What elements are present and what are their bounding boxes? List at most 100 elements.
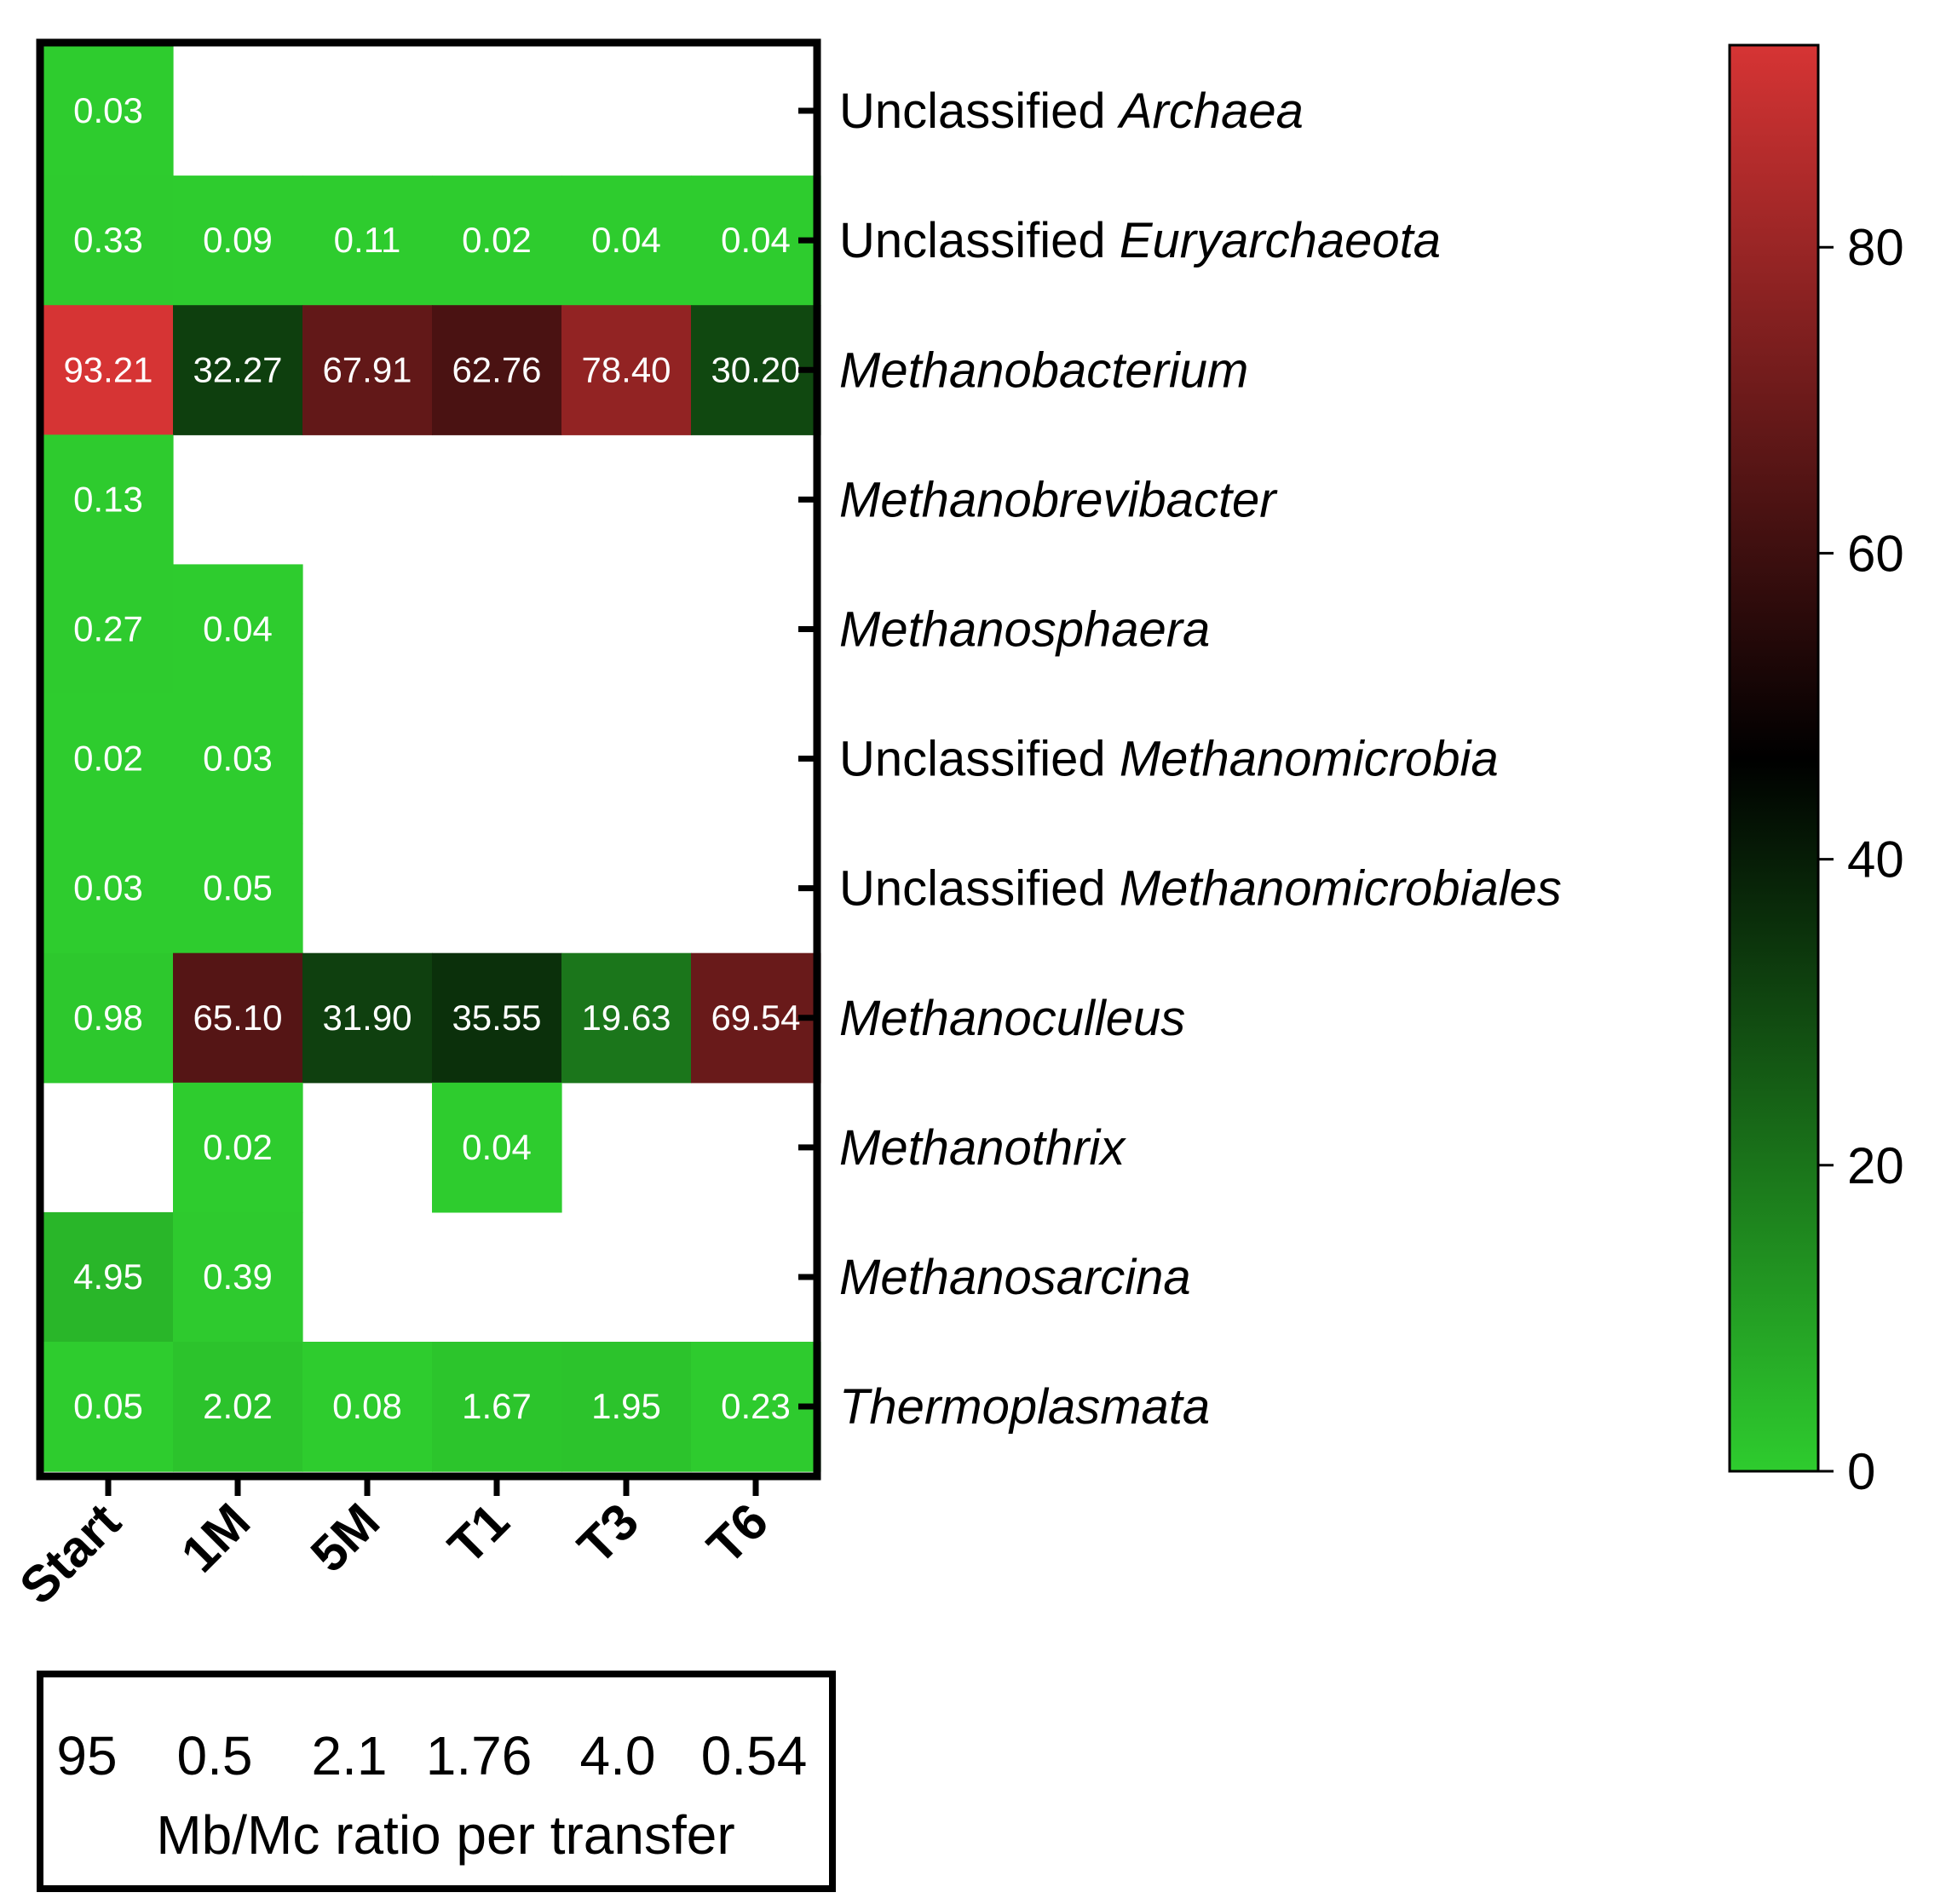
- heatmap-cell: [561, 1342, 692, 1472]
- heatmap-cell: [302, 175, 433, 306]
- cell-value-label: 93.21: [63, 349, 153, 389]
- row-label-taxon: Methanobrevibacter: [839, 472, 1278, 527]
- ratio-value: 2.1: [312, 1725, 388, 1786]
- row-label: Methanosarcina: [839, 1250, 1191, 1305]
- cell-value-label: 0.08: [332, 1386, 402, 1426]
- cell-value-label: 31.90: [322, 998, 412, 1038]
- heatmap-cell: [173, 952, 303, 1084]
- heatmap-cell: [173, 564, 303, 695]
- heatmap-cell: [561, 952, 692, 1084]
- heatmap-cell: [43, 952, 174, 1084]
- heatmap-cell: [173, 1342, 303, 1472]
- heatmap-cell: [43, 305, 174, 435]
- colorbar: [1728, 43, 1820, 1473]
- heatmap-cell: [43, 46, 174, 176]
- colorbar-gradient: [1728, 43, 1820, 1473]
- cell-value-label: 69.54: [711, 998, 800, 1038]
- colorbar-ticks: 0 20 40 60 80: [1818, 219, 1904, 1500]
- cell-value-label: 0.11: [334, 220, 401, 260]
- row-label-taxon: Archaea: [1117, 83, 1304, 139]
- row-label: Unclassified Methanomicrobia: [839, 732, 1499, 787]
- heatmap-cell: [43, 693, 174, 825]
- cell-value-label: 0.13: [73, 479, 143, 519]
- heatmap-cell: [43, 434, 174, 565]
- heatmap-cell: [43, 564, 174, 695]
- cell-value-label: 0.23: [721, 1386, 791, 1426]
- cell-value-label: 0.02: [462, 220, 532, 260]
- cell-value-label: 30.20: [711, 349, 800, 389]
- colorbar-tick-label: 20: [1847, 1137, 1904, 1194]
- cell-value-label: 0.03: [73, 868, 143, 908]
- row-label: Unclassified Euryarchaeota: [839, 213, 1441, 268]
- row-label-plain: Unclassified: [839, 213, 1120, 268]
- column-label: T6: [696, 1493, 779, 1575]
- column-labels: Start 1M 5M T1 T3 T6: [9, 1493, 779, 1615]
- ratio-box-frame: [37, 1671, 836, 1892]
- colorbar-tick-label: 0: [1847, 1443, 1875, 1500]
- ratio-caption: Mb/Mc ratio per transfer: [156, 1804, 734, 1866]
- heatmap-cell: [432, 1342, 562, 1472]
- column-label: 1M: [170, 1493, 261, 1583]
- heatmap-cell: [173, 1082, 303, 1213]
- cell-value-label: 0.04: [203, 608, 273, 648]
- cell-value-label: 35.55: [452, 998, 541, 1038]
- ratio-value: 1.76: [426, 1725, 533, 1786]
- row-label-taxon: Methanosarcina: [839, 1250, 1191, 1305]
- heatmap-cell: [173, 693, 303, 825]
- heatmap-cell: [173, 305, 303, 435]
- cell-value-label: 0.04: [591, 220, 661, 260]
- cell-value-label: 0.09: [203, 220, 273, 260]
- ratio-value: 0.54: [701, 1725, 808, 1786]
- cell-value-label: 0.04: [721, 220, 791, 260]
- heatmap-cell: [43, 175, 174, 306]
- heatmap-frame: [36, 38, 821, 1481]
- row-label: Methanobrevibacter: [839, 472, 1278, 527]
- row-label-taxon: Methanomicrobia: [1120, 732, 1499, 787]
- column-label: T3: [567, 1493, 649, 1575]
- cell-value-label: 0.39: [203, 1257, 273, 1297]
- row-label: Methanosphaera: [839, 601, 1210, 657]
- row-label-taxon: Methanomicrobiales: [1120, 861, 1562, 917]
- row-ticks: [798, 107, 816, 1410]
- cell-value-label: 0.03: [203, 739, 273, 779]
- cell-value-label: 0.33: [73, 220, 143, 260]
- heatmap-cell: [561, 175, 692, 306]
- row-label-plain: Unclassified: [839, 83, 1120, 139]
- colorbar-tick-label: 40: [1847, 831, 1904, 889]
- cell-value-label: 1.95: [591, 1386, 661, 1426]
- heatmap-cell: [432, 952, 562, 1084]
- heatmap-cell: [43, 823, 174, 954]
- heatmap-cell: [173, 175, 303, 306]
- cell-value-label: 0.02: [73, 739, 143, 779]
- heatmap-cell: [43, 1342, 174, 1472]
- heatmap-cell: [432, 1082, 562, 1213]
- row-label-taxon: Thermoplasmata: [839, 1379, 1210, 1435]
- heatmap-cell: [173, 1211, 303, 1343]
- heatmap-cell: [561, 305, 692, 435]
- colorbar-tick-label: 80: [1847, 219, 1904, 276]
- heatmap-cells: 0.03 0.33 0.09 0.11 0.02 0.04 0.04 93.21 32.27 67…: [43, 46, 821, 1472]
- row-label-plain: Unclassified: [839, 861, 1120, 917]
- column-label: T1: [437, 1493, 520, 1575]
- cell-value-label: 0.04: [462, 1127, 532, 1167]
- cell-value-label: 65.10: [193, 998, 282, 1038]
- cell-value-label: 67.91: [322, 349, 412, 389]
- cell-value-label: 4.95: [73, 1257, 143, 1297]
- row-label-taxon: Euryarchaeota: [1120, 213, 1441, 268]
- column-label: Start: [9, 1493, 131, 1615]
- heatmap-cell: [302, 952, 433, 1084]
- ratio-value: 4.0: [580, 1725, 656, 1786]
- cell-value-label: 0.05: [203, 868, 273, 908]
- column-ticks: [105, 1480, 759, 1496]
- row-label-taxon: Methanothrix: [839, 1120, 1126, 1176]
- row-label: Methanoculleus: [839, 991, 1185, 1046]
- heatmap-cell: [43, 1211, 174, 1343]
- cell-value-label: 1.67: [462, 1386, 532, 1426]
- row-label-plain: Unclassified: [839, 732, 1120, 787]
- cell-value-label: 0.03: [73, 90, 143, 130]
- row-label: Thermoplasmata: [839, 1379, 1210, 1435]
- row-label: Unclassified Archaea: [839, 83, 1304, 139]
- column-label: 5M: [300, 1493, 390, 1583]
- row-label: Unclassified Methanomicrobiales: [839, 861, 1562, 917]
